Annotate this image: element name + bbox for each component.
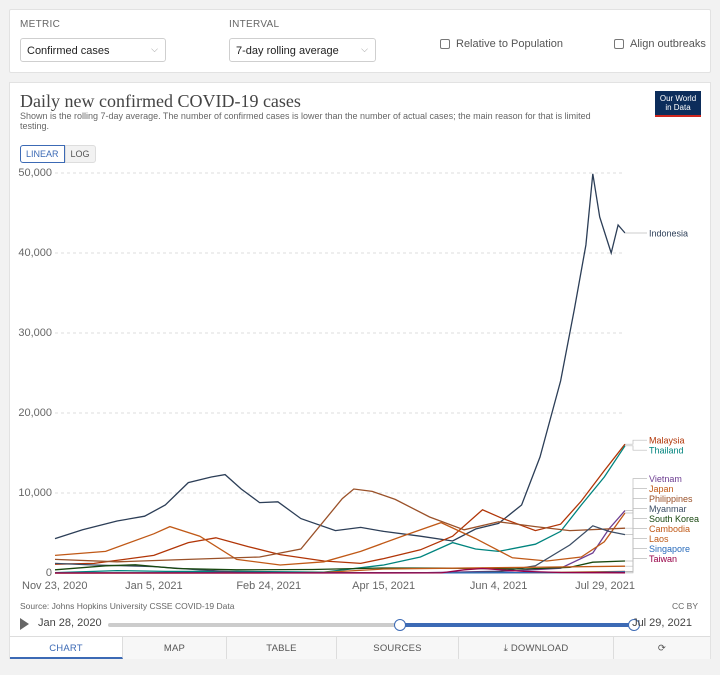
series-end-label: Thailand (649, 446, 684, 456)
label-connector (625, 439, 647, 445)
label-connector (625, 528, 647, 567)
play-icon[interactable] (20, 618, 29, 630)
chart-tabs: CHART MAP TABLE SOURCES ⤓ DOWNLOAD ⟳ (10, 636, 710, 659)
label-connector (625, 498, 647, 529)
chevron-down-icon: ⌵ (151, 44, 158, 54)
label-connector (625, 548, 647, 573)
chart-subtitle: Shown is the rolling 7-day average. The … (20, 111, 591, 131)
share-icon: ⟳ (657, 643, 667, 654)
timeline-end-label: Jul 29, 2021 (632, 617, 692, 629)
timeline: Jan 28, 2020 Jul 29, 2021 (20, 617, 700, 635)
relative-label: Relative to Population (456, 38, 564, 50)
y-tick-label: 20,000 (18, 407, 52, 419)
series-line-indonesia (54, 173, 626, 542)
label-connector (625, 478, 647, 511)
align-outbreaks-checkbox[interactable]: Align outbreaks (614, 38, 706, 50)
series-line-philippines (54, 488, 626, 563)
chart-panel: Daily new confirmed COVID-19 cases Shown… (9, 82, 711, 659)
interval-label: INTERVAL (229, 19, 280, 30)
series-end-label: South Korea (649, 514, 699, 524)
series-end-label: Indonesia (649, 229, 688, 239)
logo-line-2: in Data (665, 103, 691, 112)
y-tick-label: 0 (46, 567, 52, 579)
chevron-down-icon: ⌵ (361, 44, 368, 54)
series-end-label: Malaysia (649, 436, 685, 446)
series-end-label: Taiwan (649, 554, 677, 564)
y-tick-label: 40,000 (18, 247, 52, 259)
x-tick-label: Jul 29, 2021 (575, 580, 635, 592)
series-line-japan (54, 512, 626, 566)
metric-value: Confirmed cases (27, 45, 110, 57)
y-tick-label: 30,000 (18, 327, 52, 339)
chart-title: Daily new confirmed COVID-19 cases (20, 91, 301, 111)
timeline-selected-range (400, 623, 635, 627)
label-connector (625, 508, 647, 535)
series-line-thailand (54, 445, 626, 574)
scale-toggle: LINEAR LOG (20, 145, 96, 163)
timeline-start-label: Jan 28, 2020 (38, 617, 102, 629)
interval-dropdown[interactable]: 7-day rolling average ⌵ (229, 38, 376, 62)
series-end-label: Japan (649, 484, 674, 494)
x-tick-label: Jun 4, 2021 (470, 580, 528, 592)
y-tick-label: 50,000 (18, 167, 52, 179)
label-connector (625, 445, 647, 451)
source-note[interactable]: Source: Johns Hopkins University CSSE CO… (20, 601, 235, 611)
series-end-label: Vietnam (649, 474, 682, 484)
x-tick-label: Jan 5, 2021 (125, 580, 183, 592)
timeline-end-handle[interactable] (628, 619, 640, 631)
checkbox-icon (614, 39, 624, 49)
relative-to-population-checkbox[interactable]: Relative to Population (440, 38, 563, 50)
label-connector (625, 558, 647, 574)
download-icon: ⤓ (503, 643, 511, 654)
tab-download-label: DOWNLOAD (510, 643, 569, 654)
series-end-label: Philippines (649, 494, 693, 504)
line-chart: 0 10,000 20,000 30,000 40,000 50,000 Nov 23, 2… (18, 167, 699, 592)
x-tick-label: Feb 24, 2021 (236, 580, 301, 592)
logo-line-1: Our World (659, 94, 697, 103)
tab-table[interactable]: TABLE (227, 637, 337, 659)
interval-value: 7-day rolling average (236, 45, 339, 57)
timeline-start-handle[interactable] (394, 619, 406, 631)
checkbox-icon (440, 39, 450, 49)
log-scale-button[interactable]: LOG (64, 145, 96, 163)
metric-label: METRIC (20, 19, 61, 30)
x-tick-label: Nov 23, 2020 (22, 580, 87, 592)
label-connector (625, 488, 647, 514)
tab-download[interactable]: ⤓ DOWNLOAD (459, 637, 614, 659)
series-end-label: Cambodia (649, 524, 690, 534)
tab-sources[interactable]: SOURCES (337, 637, 459, 659)
series-end-label: Laos (649, 534, 669, 544)
tab-chart[interactable]: CHART (10, 637, 123, 659)
series-end-label: Singapore (649, 544, 690, 554)
series-line-taiwan (54, 567, 626, 574)
align-label: Align outbreaks (630, 38, 706, 50)
owid-logo[interactable]: Our World in Data (655, 91, 701, 117)
series-line-malaysia (54, 443, 626, 565)
x-tick-label: Apr 15, 2021 (352, 580, 415, 592)
timeline-track[interactable] (108, 623, 625, 627)
series-end-label: Myanmar (649, 504, 687, 514)
linear-scale-button[interactable]: LINEAR (20, 145, 65, 163)
label-connector (625, 518, 647, 562)
metric-dropdown[interactable]: Confirmed cases ⌵ (20, 38, 166, 62)
tab-map[interactable]: MAP (123, 637, 227, 659)
chart-controls: METRIC Confirmed cases ⌵ INTERVAL 7-day … (9, 9, 711, 73)
y-tick-label: 10,000 (18, 487, 52, 499)
license-label[interactable]: CC BY (672, 601, 698, 611)
tab-share[interactable]: ⟳ (614, 637, 710, 659)
